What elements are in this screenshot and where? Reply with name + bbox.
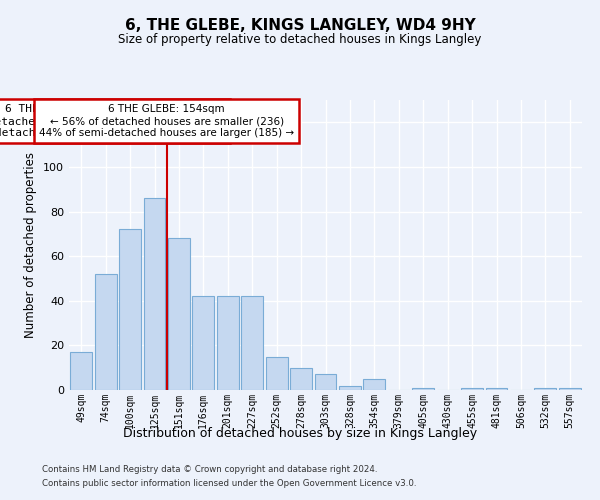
Bar <box>70 352 92 390</box>
Text: 6, THE GLEBE, KINGS LANGLEY, WD4 9HY: 6, THE GLEBE, KINGS LANGLEY, WD4 9HY <box>125 18 475 32</box>
Bar <box>266 356 287 390</box>
Bar <box>314 374 337 390</box>
Bar <box>412 388 434 390</box>
Text: Size of property relative to detached houses in Kings Langley: Size of property relative to detached ho… <box>118 32 482 46</box>
Text: Contains HM Land Registry data © Crown copyright and database right 2024.: Contains HM Land Registry data © Crown c… <box>42 466 377 474</box>
Bar <box>339 386 361 390</box>
Bar <box>290 368 312 390</box>
Text: 6 THE GLEBE: 154sqm
← 56% of detached houses are smaller (236)
44% of semi-detac: 6 THE GLEBE: 154sqm ← 56% of detached ho… <box>0 104 224 138</box>
Text: Distribution of detached houses by size in Kings Langley: Distribution of detached houses by size … <box>123 428 477 440</box>
Bar <box>535 388 556 390</box>
Bar <box>241 296 263 390</box>
Bar <box>217 296 239 390</box>
Bar <box>95 274 116 390</box>
Bar <box>364 379 385 390</box>
Bar <box>143 198 166 390</box>
Bar <box>461 388 483 390</box>
Text: 6 THE GLEBE: 154sqm
← 56% of detached houses are smaller (236)
44% of semi-detac: 6 THE GLEBE: 154sqm ← 56% of detached ho… <box>39 104 294 138</box>
Y-axis label: Number of detached properties: Number of detached properties <box>25 152 37 338</box>
Bar <box>168 238 190 390</box>
Bar <box>485 388 508 390</box>
Text: Contains public sector information licensed under the Open Government Licence v3: Contains public sector information licen… <box>42 479 416 488</box>
Bar <box>559 388 581 390</box>
Bar <box>119 230 141 390</box>
Bar <box>193 296 214 390</box>
